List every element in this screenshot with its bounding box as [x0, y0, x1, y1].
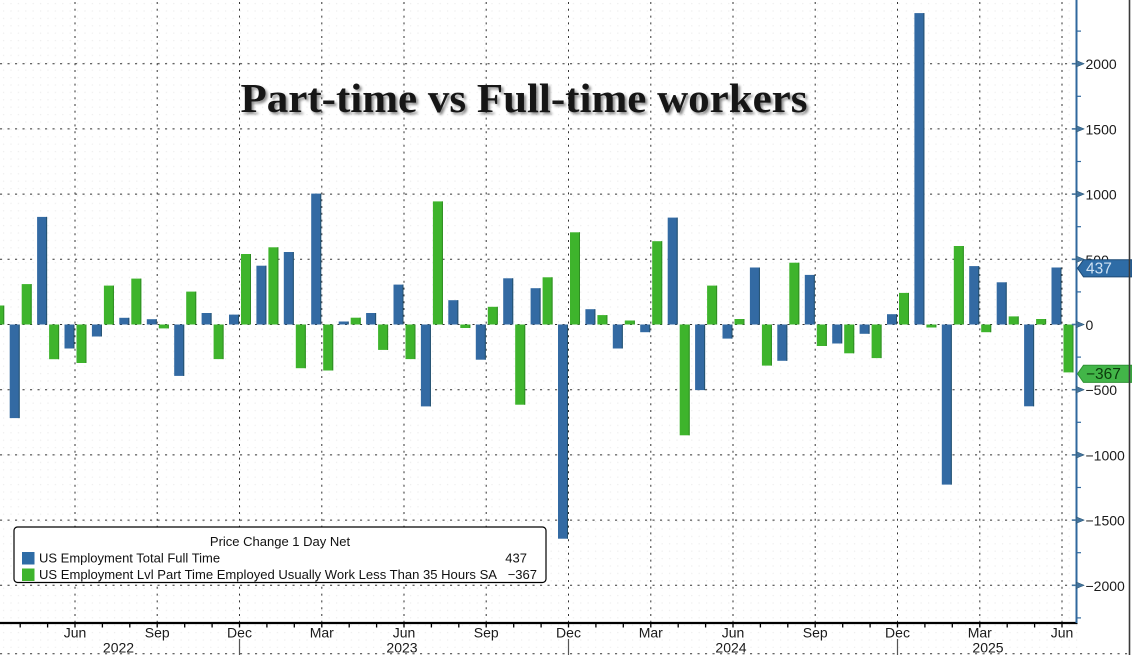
svg-text:Dec: Dec: [556, 625, 581, 641]
svg-text:−1500: −1500: [1086, 513, 1126, 529]
svg-text:−500: −500: [1086, 382, 1118, 398]
svg-text:Sep: Sep: [474, 625, 499, 641]
svg-text:−1000: −1000: [1086, 447, 1126, 463]
svg-text:−2000: −2000: [1086, 578, 1126, 594]
svg-text:1500: 1500: [1086, 121, 1117, 137]
svg-text:Jun: Jun: [64, 625, 87, 641]
svg-text:2024: 2024: [715, 640, 746, 655]
svg-text:1000: 1000: [1086, 187, 1117, 203]
svg-text:2000: 2000: [1086, 56, 1117, 72]
svg-text:Mar: Mar: [639, 625, 663, 641]
svg-text:Dec: Dec: [227, 625, 252, 641]
svg-text:Dec: Dec: [885, 625, 910, 641]
svg-text:0: 0: [1086, 317, 1094, 333]
svg-text:Jun: Jun: [722, 625, 745, 641]
svg-text:Jun: Jun: [1051, 625, 1074, 641]
svg-text:2023: 2023: [386, 640, 417, 655]
svg-text:Part-time vs Full-time workers: Part-time vs Full-time workers: [241, 75, 808, 121]
svg-text:Price Change 1 Day Net: Price Change 1 Day Net: [210, 534, 351, 549]
svg-text:−367: −367: [508, 567, 537, 582]
svg-text:Mar: Mar: [310, 625, 334, 641]
svg-text:2025: 2025: [972, 640, 1003, 655]
svg-text:US Employment Total Full Time: US Employment Total Full Time: [39, 551, 220, 566]
svg-text:Sep: Sep: [803, 625, 828, 641]
svg-text:Sep: Sep: [145, 625, 170, 641]
svg-text:Mar: Mar: [968, 625, 992, 641]
svg-text:437: 437: [505, 551, 527, 566]
svg-text:−367: −367: [1086, 366, 1121, 383]
svg-text:US Employment Lvl Part Time Em: US Employment Lvl Part Time Employed Usu…: [39, 567, 497, 582]
svg-text:Jun: Jun: [393, 625, 416, 641]
svg-text:437: 437: [1086, 260, 1112, 277]
svg-text:2022: 2022: [103, 640, 134, 655]
